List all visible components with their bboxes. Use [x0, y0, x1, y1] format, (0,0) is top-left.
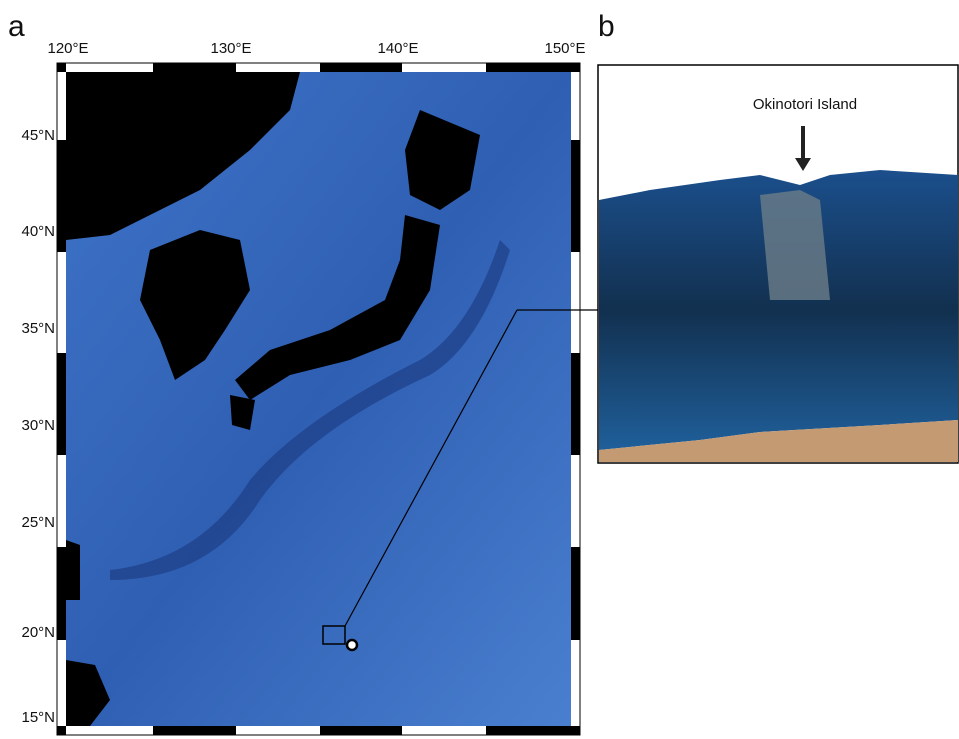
- annotation: Okinotori Island: [753, 96, 857, 113]
- border-segment: [402, 726, 486, 735]
- map: [57, 63, 580, 735]
- seamount: [599, 170, 958, 450]
- panel-label: b: [598, 10, 615, 43]
- connector: [344, 309, 518, 627]
- panel-b: Okinotori Island: [597, 64, 959, 464]
- border-segment: [571, 640, 580, 726]
- arrow-head: [795, 158, 811, 171]
- land: [235, 215, 440, 400]
- lon-label: 130°E: [210, 40, 251, 57]
- lon-label: 150°E: [544, 40, 585, 57]
- land: [140, 230, 250, 380]
- border-segment: [236, 63, 320, 72]
- border-segment: [57, 455, 66, 547]
- border-segment: [571, 455, 580, 547]
- lat-label: 40°N: [21, 223, 55, 240]
- border-segment: [57, 252, 66, 353]
- island-marker: [345, 638, 359, 652]
- border-segment: [402, 63, 486, 72]
- land: [405, 110, 480, 210]
- lon-label: 120°E: [47, 40, 88, 57]
- border-segment: [66, 63, 153, 72]
- lat-label: 45°N: [21, 127, 55, 144]
- border-segment: [57, 640, 66, 726]
- seamount-face: [760, 190, 830, 300]
- lat-label: 25°N: [21, 514, 55, 531]
- lat-label: 15°N: [21, 709, 55, 726]
- border-segment: [66, 726, 153, 735]
- land: [230, 395, 255, 430]
- border-segment: [571, 72, 580, 140]
- lat-label: 35°N: [21, 320, 55, 337]
- inset-box: [322, 625, 346, 645]
- lat-label: 30°N: [21, 417, 55, 434]
- panel-label: a: [8, 10, 25, 43]
- map-border: [56, 62, 581, 736]
- seafloor: [599, 420, 958, 462]
- land: [66, 72, 300, 240]
- border-segment: [571, 252, 580, 353]
- border-segment: [57, 72, 66, 140]
- border-outline: [56, 62, 581, 736]
- lon-label: 140°E: [377, 40, 418, 57]
- land: [66, 540, 80, 600]
- border-segment: [236, 726, 320, 735]
- land: [66, 660, 110, 726]
- lat-label: 20°N: [21, 624, 55, 641]
